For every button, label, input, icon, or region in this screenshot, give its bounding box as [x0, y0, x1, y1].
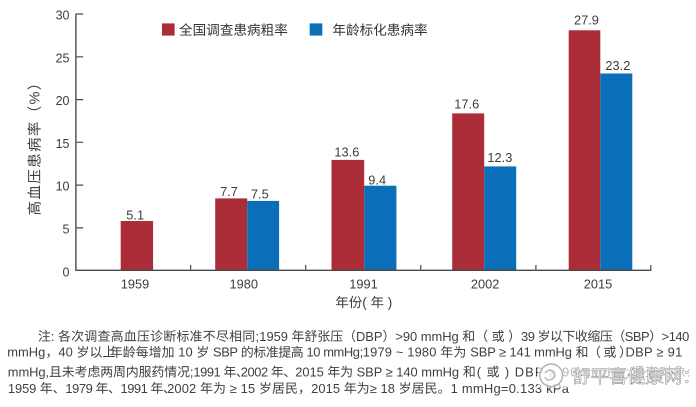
- svg-text:12.3: 12.3: [487, 150, 512, 165]
- svg-text:39: 39: [521, 329, 538, 344]
- svg-text:SBP: SBP: [213, 345, 241, 360]
- svg-text:1979 ~ 1980: 1979 ~ 1980: [363, 345, 440, 360]
- svg-text:10 mmHg;: 10 mmHg;: [303, 345, 362, 360]
- svg-text:2015: 2015: [311, 381, 344, 396]
- svg-text:10: 10: [56, 180, 70, 194]
- svg-text:15: 15: [56, 137, 70, 151]
- svg-text:): ): [500, 364, 514, 379]
- svg-text:%: %: [28, 90, 44, 104]
- svg-text:mmHg,: mmHg,: [8, 364, 49, 379]
- svg-text:>90 mmHg: >90 mmHg: [395, 329, 462, 344]
- svg-text:): ): [384, 295, 392, 310]
- svg-text:1991: 1991: [121, 381, 151, 396]
- svg-text:7.5: 7.5: [251, 187, 269, 202]
- svg-text:1991: 1991: [349, 277, 377, 292]
- svg-text:23.2: 23.2: [605, 58, 630, 73]
- svg-text:0: 0: [63, 265, 70, 279]
- svg-text:DBP: DBP: [356, 329, 382, 344]
- svg-text:(: (: [477, 364, 487, 379]
- svg-text:1991: 1991: [193, 364, 223, 379]
- svg-text:1979: 1979: [65, 381, 95, 396]
- svg-text:13.6: 13.6: [334, 144, 359, 159]
- svg-text:1959: 1959: [121, 277, 149, 292]
- svg-text::: :: [51, 329, 58, 344]
- svg-text:9.4: 9.4: [368, 172, 386, 187]
- svg-text:2002: 2002: [471, 277, 499, 292]
- svg-text:5.1: 5.1: [126, 207, 144, 222]
- svg-text:2015: 2015: [584, 277, 612, 292]
- svg-text:2002: 2002: [167, 381, 200, 396]
- svg-text:SBP ≥ 140 mmHg: SBP ≥ 140 mmHg: [357, 364, 463, 379]
- svg-text:25: 25: [56, 51, 70, 65]
- svg-text:20: 20: [56, 94, 70, 108]
- svg-text:5: 5: [63, 223, 70, 237]
- svg-text:40: 40: [58, 345, 76, 360]
- svg-text:1959: 1959: [259, 329, 291, 344]
- svg-text:27.9: 27.9: [574, 13, 599, 28]
- svg-text:1980: 1980: [230, 277, 258, 292]
- svg-text:17.6: 17.6: [454, 96, 479, 111]
- svg-text:≥ 18: ≥ 18: [370, 381, 399, 396]
- svg-text:;: ;: [190, 364, 193, 379]
- svg-text:30: 30: [56, 9, 70, 23]
- svg-text:2002: 2002: [241, 364, 271, 379]
- svg-text:mmHg: mmHg: [7, 345, 45, 360]
- svg-text:1959: 1959: [8, 381, 40, 396]
- svg-text:2015: 2015: [295, 364, 327, 379]
- svg-text:DBP ≥ 91: DBP ≥ 91: [626, 345, 683, 360]
- svg-text:;: ;: [255, 329, 259, 344]
- svg-text:>140: >140: [662, 329, 690, 344]
- svg-text:≥ 15: ≥ 15: [226, 381, 259, 396]
- svg-text:SBP: SBP: [625, 329, 649, 344]
- svg-text:SBP ≥ 141 mmHg: SBP ≥ 141 mmHg: [470, 345, 575, 360]
- svg-text:7.7: 7.7: [220, 184, 238, 199]
- svg-text:(: (: [362, 295, 370, 310]
- svg-text:10: 10: [175, 345, 197, 360]
